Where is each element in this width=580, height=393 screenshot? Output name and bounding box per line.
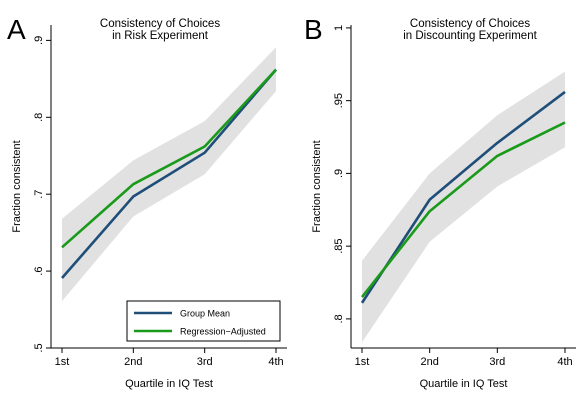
panel-label: A (7, 14, 26, 45)
legend-box (126, 300, 281, 342)
y-tick-label: .9 (333, 169, 345, 178)
x-tick-label: 2nd (420, 356, 438, 368)
x-axis-title: Quartile in IQ Test (125, 378, 213, 390)
legend-label: Regression−Adjusted (180, 327, 266, 337)
x-tick-label: 1st (355, 356, 370, 368)
chart-title-line: in Discounting Experiment (403, 30, 537, 42)
x-tick-label: 4th (268, 356, 283, 368)
y-tick-label: .85 (333, 239, 345, 254)
y-tick-label: .7 (33, 190, 45, 199)
chart-title-line: Consistency of Choices (410, 18, 530, 30)
x-tick-label: 3rd (489, 356, 505, 368)
y-axis-title: Fraction consistent (11, 140, 23, 232)
series-line-regression-adjusted (61, 68, 277, 249)
chart-title-line: Consistency of Choices (100, 18, 220, 30)
x-axis-title: Quartile in IQ Test (420, 378, 508, 390)
confidence-band (362, 71, 565, 343)
y-tick-label: .5 (33, 343, 45, 352)
y-tick-label: .8 (33, 113, 45, 122)
y-tick-label: 1 (333, 25, 345, 31)
series-line-regression-adjusted (360, 121, 566, 298)
y-axis-title: Fraction consistent (311, 140, 323, 232)
y-tick-label: .9 (33, 36, 45, 45)
panel-label: B (304, 14, 323, 45)
x-tick-label: 3rd (197, 356, 213, 368)
chart-title-line: in Risk Experiment (112, 30, 209, 42)
x-tick-label: 1st (55, 356, 70, 368)
x-tick-label: 4th (557, 356, 572, 368)
y-tick-label: .95 (333, 93, 345, 108)
x-tick-label: 2nd (124, 356, 142, 368)
series-line-group-mean (360, 90, 566, 304)
y-tick-label: .6 (33, 267, 45, 276)
legend: Group Mean Regression−Adjusted (126, 300, 281, 342)
series-line-group-mean (61, 68, 277, 279)
legend-label: Group Mean (180, 309, 230, 319)
y-tick-label: .8 (333, 314, 345, 323)
